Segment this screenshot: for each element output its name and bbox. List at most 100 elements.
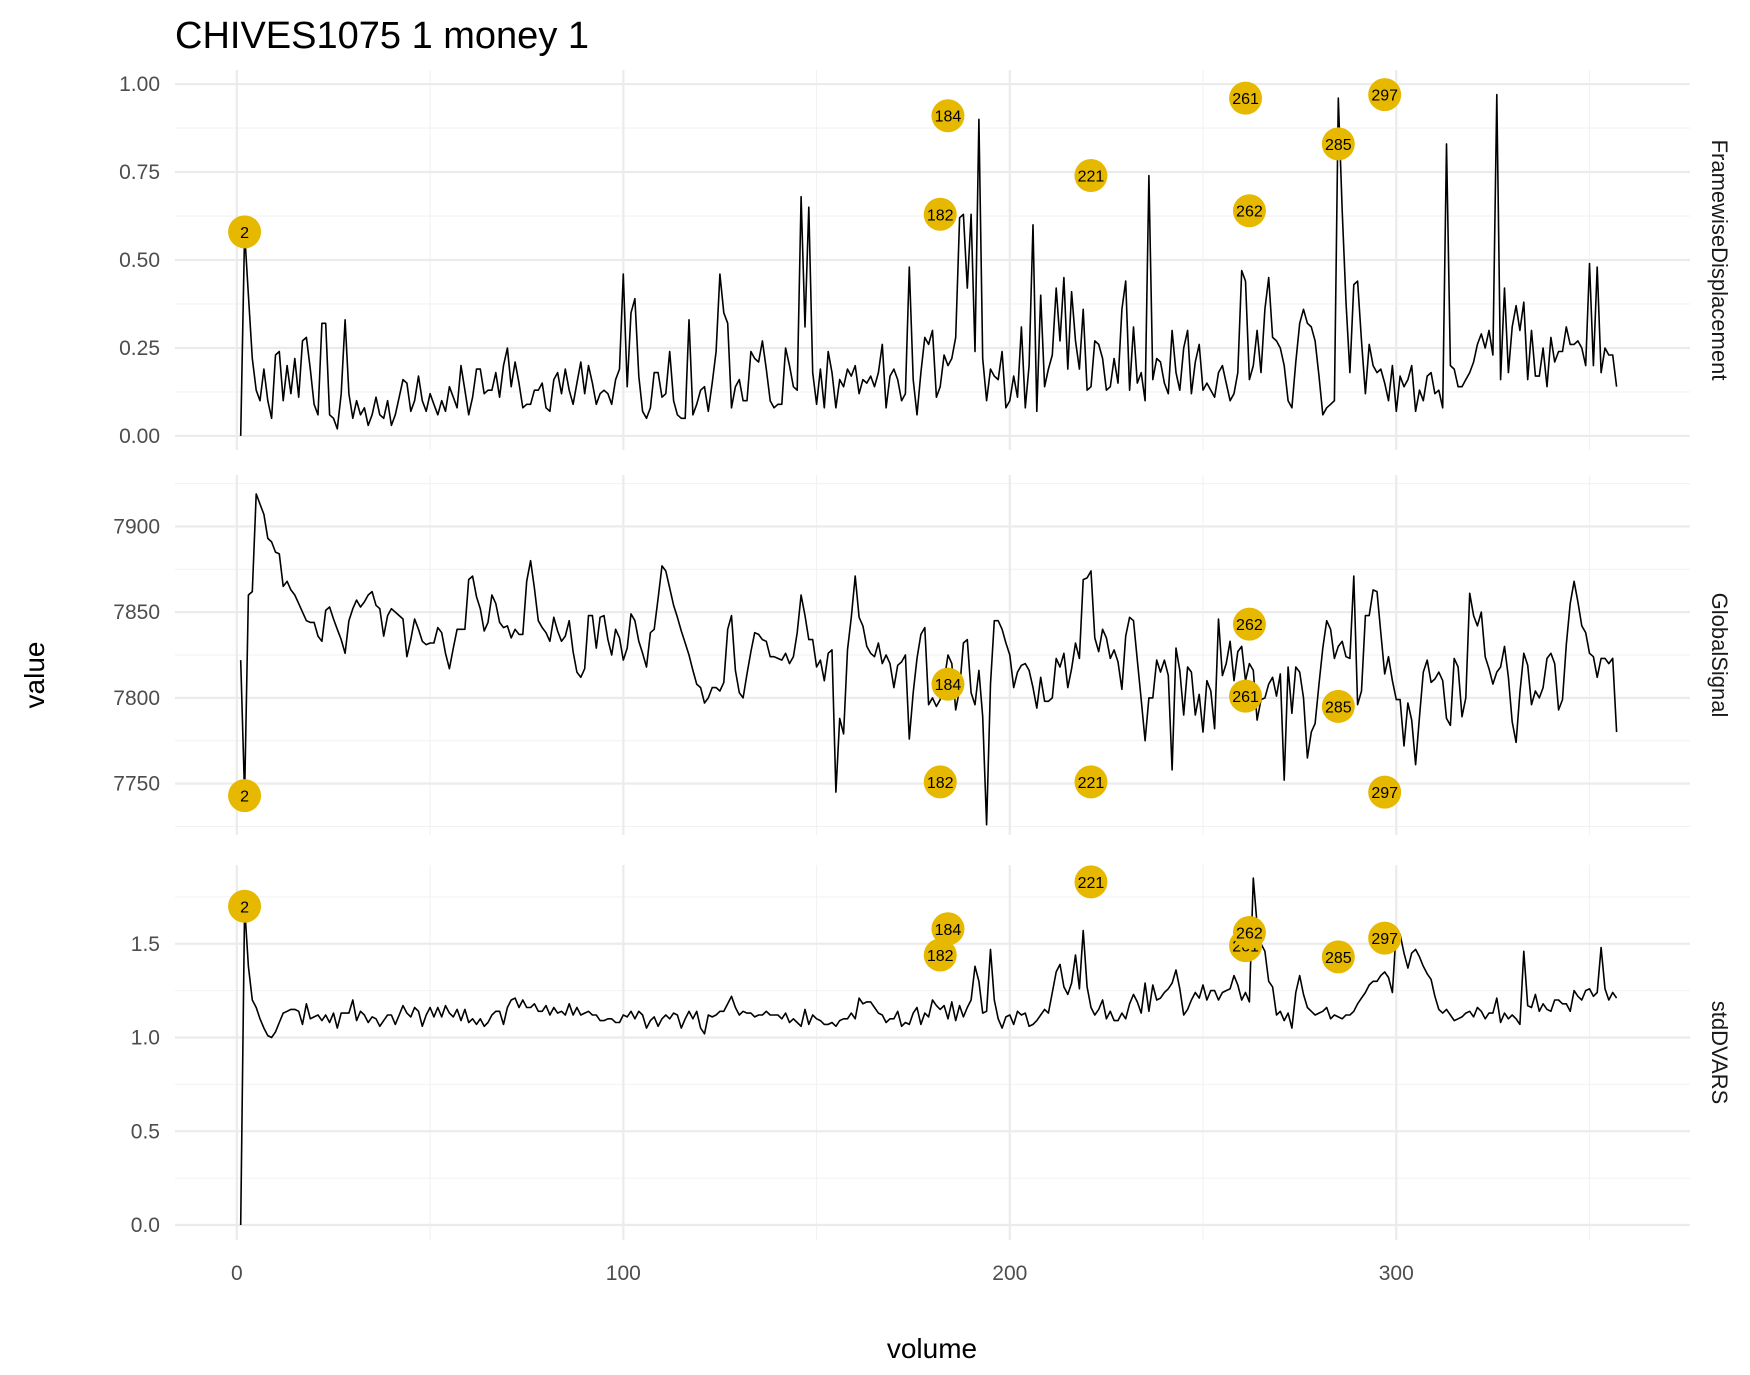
outlier-marker-dot bbox=[923, 765, 957, 799]
x-axis: 0 100 200 300 bbox=[231, 1262, 1414, 1285]
y-tick-label: 1.00 bbox=[119, 73, 160, 96]
outlier-marker-dot bbox=[931, 667, 965, 701]
outlier-marker-label: 285 bbox=[1325, 950, 1352, 967]
outlier-marker: 262 bbox=[1232, 916, 1266, 949]
outlier-marker: 184 bbox=[931, 99, 965, 133]
outlier-marker-label: 2 bbox=[240, 225, 249, 242]
outlier-marker-label: 297 bbox=[1371, 931, 1398, 948]
outlier-marker-dot bbox=[1229, 679, 1263, 713]
outlier-marker-dot bbox=[1232, 916, 1266, 949]
y-tick-label: 7900 bbox=[113, 515, 160, 538]
outlier-marker-label: 221 bbox=[1078, 169, 1105, 186]
series-line-stdDVARS bbox=[239, 877, 1618, 1226]
outlier-marker-label: 182 bbox=[927, 775, 954, 792]
outlier-marker-dot bbox=[1368, 78, 1402, 112]
y-tick-label: 1.0 bbox=[131, 1027, 160, 1050]
outlier-marker: 2 bbox=[228, 215, 262, 249]
outlier-marker: 262 bbox=[1232, 194, 1266, 228]
outlier-marker-dot bbox=[1232, 607, 1266, 641]
x-tick-label: 100 bbox=[606, 1262, 641, 1285]
outlier-marker-label: 182 bbox=[927, 207, 954, 224]
y-tick-label: 7750 bbox=[113, 773, 160, 796]
outlier-marker: 182 bbox=[923, 938, 957, 972]
y-tick-label: 7800 bbox=[113, 687, 160, 710]
outlier-marker-dot bbox=[931, 912, 965, 946]
x-axis-title: volume bbox=[887, 1333, 977, 1364]
outlier-marker-label: 297 bbox=[1371, 785, 1398, 802]
x-tick-label: 300 bbox=[1379, 1262, 1414, 1285]
outlier-marker: 2 bbox=[228, 779, 262, 813]
series-line-GlobalSignal bbox=[239, 493, 1618, 826]
outlier-marker-dot bbox=[923, 197, 957, 231]
outlier-marker-label: 2 bbox=[240, 789, 249, 806]
outlier-marker: 297 bbox=[1368, 921, 1402, 955]
outlier-marker: 297 bbox=[1368, 78, 1402, 112]
outlier-marker: 285 bbox=[1321, 689, 1355, 723]
outlier-marker: 221 bbox=[1074, 159, 1108, 193]
outlier-marker-dot bbox=[1321, 940, 1355, 974]
facet-strip-label: GlobalSignal bbox=[1707, 593, 1732, 718]
outlier-marker-label: 221 bbox=[1078, 775, 1105, 792]
y-tick-label: 0.5 bbox=[131, 1120, 160, 1143]
y-tick-label: 0.75 bbox=[119, 161, 160, 184]
outlier-marker: 184 bbox=[931, 912, 965, 946]
y-axis-title: value bbox=[19, 642, 50, 709]
outlier-marker: 2 bbox=[228, 889, 262, 923]
y-tick-label: 0.0 bbox=[131, 1214, 160, 1237]
outlier-marker-dot bbox=[931, 99, 965, 133]
outlier-marker: 285 bbox=[1321, 127, 1355, 161]
outlier-marker-label: 182 bbox=[927, 948, 954, 965]
y-tick-label: 1.5 bbox=[131, 933, 160, 956]
y-tick-label: 0.00 bbox=[119, 425, 160, 448]
outlier-marker-dot bbox=[228, 215, 262, 249]
outlier-marker-label: 221 bbox=[1078, 875, 1105, 892]
outlier-marker-label: 285 bbox=[1325, 699, 1352, 716]
outlier-marker-label: 262 bbox=[1236, 204, 1263, 221]
outlier-marker: 184 bbox=[931, 667, 965, 701]
outlier-marker: 182 bbox=[923, 197, 957, 231]
outlier-marker-label: 261 bbox=[1232, 689, 1259, 706]
panel-stdDVARS: 0.00.51.01.52182184221261262285297stdDVA… bbox=[131, 865, 1732, 1240]
outlier-marker-label: 285 bbox=[1325, 137, 1352, 154]
outlier-marker-dot bbox=[923, 938, 957, 972]
y-tick-label: 0.50 bbox=[119, 249, 160, 272]
y-tick-label: 7850 bbox=[113, 601, 160, 624]
outlier-marker: 261 bbox=[1229, 679, 1263, 713]
series-line-FramewiseDisplacement bbox=[239, 93, 1618, 436]
facet-panels: 0.00 0.25 0.50 0.75 1.00 2 182 184 221 261 262 285 2… bbox=[113, 70, 1732, 1240]
outlier-marker-dot bbox=[1232, 194, 1266, 228]
outlier-marker: 261 bbox=[1229, 81, 1263, 115]
outlier-marker-dot bbox=[228, 779, 262, 813]
outlier-marker: 221 bbox=[1074, 765, 1108, 799]
outlier-marker: 182 bbox=[923, 765, 957, 799]
y-tick-label: 0.25 bbox=[119, 337, 160, 360]
outlier-marker-label: 184 bbox=[935, 677, 962, 694]
outlier-marker-dot bbox=[1074, 159, 1108, 193]
chart-title: CHIVES1075 1 money 1 bbox=[175, 15, 589, 57]
outlier-marker: 297 bbox=[1368, 775, 1402, 809]
outlier-marker-dot bbox=[1074, 765, 1108, 799]
outlier-marker-label: 184 bbox=[935, 922, 962, 939]
outlier-marker-dot bbox=[1074, 865, 1108, 899]
outlier-marker-label: 2 bbox=[240, 899, 249, 916]
outlier-marker-dot bbox=[1368, 921, 1402, 955]
facet-strip-label: FramewiseDisplacement bbox=[1707, 140, 1732, 381]
outlier-marker-label: 262 bbox=[1236, 926, 1263, 943]
outlier-marker-dot bbox=[1321, 127, 1355, 161]
panel-GlobalSignal: 7750 7800 7850 7900 2 182 184 221 261 262 285 297 Gl… bbox=[113, 475, 1732, 835]
outlier-marker: 262 bbox=[1232, 607, 1266, 641]
outlier-marker-dot bbox=[228, 889, 262, 923]
outlier-marker-dot bbox=[1321, 689, 1355, 723]
outlier-marker-dot bbox=[1229, 81, 1263, 115]
panel-FramewiseDisplacement: 0.00 0.25 0.50 0.75 1.00 2 182 184 221 261 262 285 2… bbox=[119, 70, 1732, 450]
facet-strip-label: stdDVARS bbox=[1707, 1001, 1732, 1105]
outlier-marker: 221 bbox=[1074, 865, 1108, 899]
outlier-marker-dot bbox=[1368, 775, 1402, 809]
outlier-marker-label: 262 bbox=[1236, 617, 1263, 634]
outlier-marker-label: 297 bbox=[1371, 88, 1398, 105]
x-tick-label: 200 bbox=[992, 1262, 1027, 1285]
outlier-marker-label: 184 bbox=[935, 109, 962, 126]
x-tick-label: 0 bbox=[231, 1262, 243, 1285]
outlier-marker: 285 bbox=[1321, 940, 1355, 974]
